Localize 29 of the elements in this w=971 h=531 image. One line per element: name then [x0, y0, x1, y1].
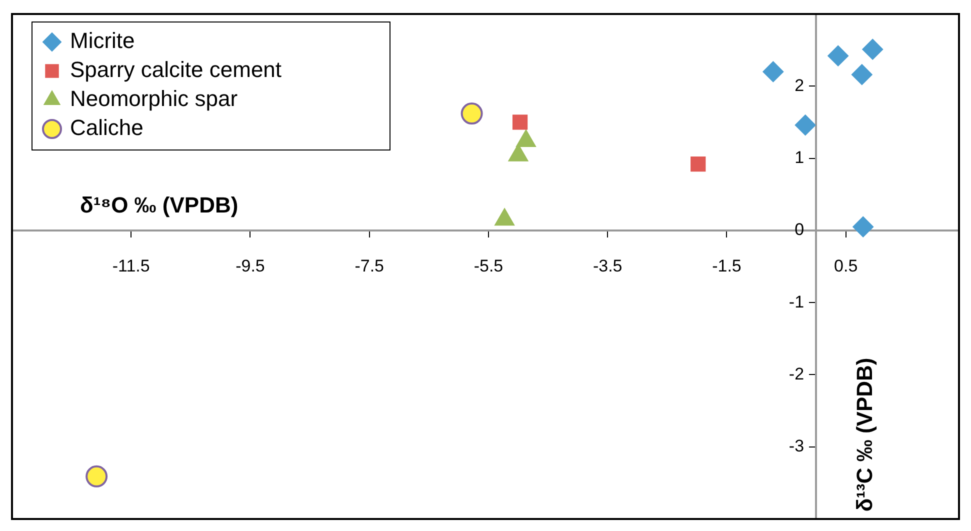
point	[862, 38, 884, 60]
y-tick-label: -2	[788, 364, 804, 384]
point	[690, 156, 706, 172]
legend-label: Sparry calcite cement	[70, 57, 282, 82]
x-tick-label: -1.5	[712, 256, 742, 276]
point	[852, 216, 874, 238]
point	[851, 64, 872, 86]
y-axis-title: δ¹³C ‰ (VPDB)	[852, 358, 878, 512]
x-tick-label: -3.5	[592, 256, 622, 276]
x-tick-label: -7.5	[354, 256, 384, 276]
y-tick-label: 0	[794, 220, 804, 240]
point	[460, 102, 483, 125]
x-tick-label: -9.5	[236, 256, 265, 276]
point	[794, 114, 816, 136]
point	[512, 114, 528, 130]
point	[828, 45, 849, 66]
legend-label: Neomorphic spar	[70, 86, 238, 112]
x-tick-label: -11.5	[112, 256, 150, 276]
y-tick-label: -1	[788, 292, 804, 312]
x-axis-title: δ¹⁸O ‰ (VPDB)	[80, 192, 238, 218]
legend-label: Micrite	[70, 28, 135, 54]
y-tick-label: 2	[794, 76, 804, 95]
y-tick-label: 1	[794, 148, 804, 167]
point	[762, 61, 784, 82]
legend-label: Caliche	[70, 115, 144, 140]
x-tick-label: 0.5	[834, 256, 858, 276]
x-tick-label: -5.5	[474, 256, 504, 276]
y-tick-label: -3	[788, 436, 804, 456]
point	[86, 465, 108, 488]
